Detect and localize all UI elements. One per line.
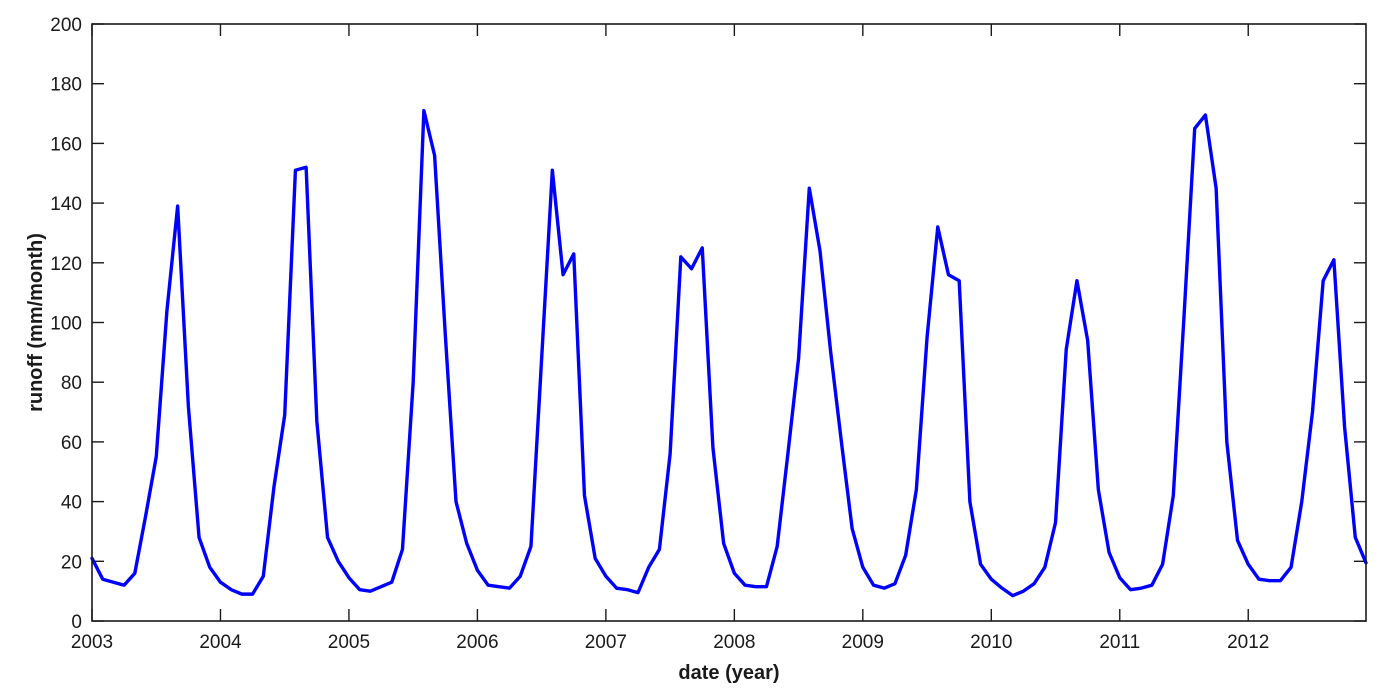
y-tick-label: 80 [61, 373, 82, 394]
x-tick-label: 2011 [1099, 632, 1140, 653]
x-axis-title: date (year) [678, 662, 779, 684]
x-tick-label: 2007 [585, 632, 627, 653]
y-tick-label: 180 [50, 75, 82, 96]
x-tick-label: 2006 [456, 632, 498, 653]
x-axis-ticks: 2003 2004 2005 2006 2007 2008 2009 2010 2011 2012 [71, 24, 1269, 653]
x-tick-label: 2005 [328, 632, 370, 653]
y-tick-label: 0 [71, 612, 82, 633]
x-tick-label: 2012 [1227, 632, 1269, 653]
x-tick-label: 2009 [842, 632, 884, 653]
y-axis-ticks: 0 20 40 60 80 100 120 140 160 180 200 [50, 15, 1366, 633]
x-tick-label: 2004 [199, 632, 242, 653]
runoff-series-line [90, 108, 1368, 598]
y-tick-label: 140 [50, 194, 82, 215]
plot-area-frame [91, 23, 1367, 622]
y-tick-label: 120 [50, 254, 82, 275]
y-tick-label: 20 [61, 552, 82, 573]
y-axis-title: runoff (mm/month) [25, 233, 47, 412]
y-tick-label: 60 [61, 433, 82, 454]
y-tick-label: 200 [50, 15, 82, 36]
x-tick-label: 2008 [713, 632, 755, 653]
x-tick-label: 2010 [970, 632, 1012, 653]
y-tick-label: 40 [61, 493, 82, 514]
x-tick-label: 2003 [71, 632, 113, 653]
y-tick-label: 160 [50, 134, 82, 155]
y-tick-label: 100 [50, 314, 82, 335]
